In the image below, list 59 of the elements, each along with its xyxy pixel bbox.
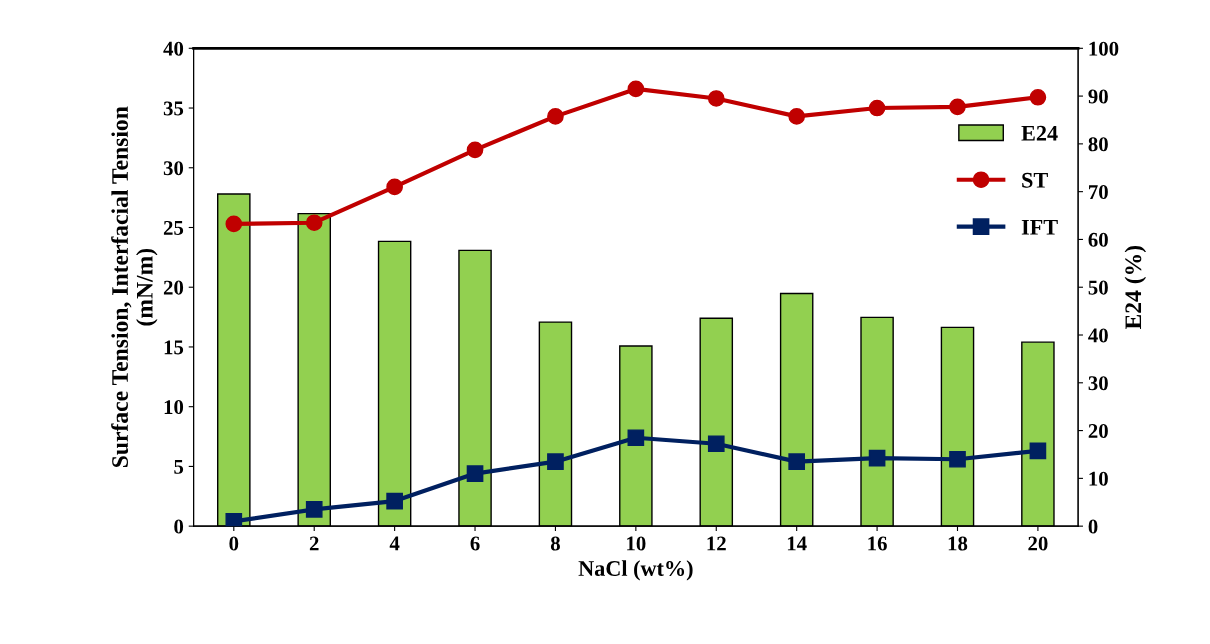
x-axis-title: NaCl (wt%) <box>578 560 693 581</box>
y-tick-label: 35 <box>163 101 184 116</box>
y-axis-title: Surface Tension, Interfacial Tension (mN/m) <box>111 106 158 468</box>
y2-axis-title: E24 (%) <box>1124 245 1147 330</box>
point <box>949 98 966 116</box>
legend-label: ST <box>1022 172 1048 188</box>
point <box>466 465 484 482</box>
x-tick-label: 14 <box>787 536 807 551</box>
point <box>1029 442 1047 460</box>
y-tick-label: 15 <box>164 340 184 355</box>
x-tick-label: 16 <box>868 536 887 551</box>
y-tick-label: 40 <box>163 41 184 56</box>
point <box>225 215 243 233</box>
y2-tick-label: 40 <box>1088 328 1108 343</box>
point <box>305 501 323 518</box>
point <box>466 141 484 159</box>
x-tick-label: 2 <box>309 536 319 551</box>
y2-tick-label: 0 <box>1088 519 1098 534</box>
y-tick-label: 25 <box>163 220 184 235</box>
point <box>707 435 725 453</box>
x-tick-label: 20 <box>1028 536 1048 551</box>
x-tick-label: 18 <box>948 536 968 551</box>
legend-label: E24 <box>1021 125 1058 141</box>
y-tick-label: 20 <box>163 280 184 295</box>
x-tick-label: 0 <box>229 536 239 551</box>
x-tick-label: 4 <box>389 536 400 551</box>
point <box>225 513 243 527</box>
point <box>386 492 403 510</box>
x-tick-label: 8 <box>550 536 560 551</box>
point <box>305 214 323 232</box>
y2-tick-label: 60 <box>1088 232 1108 247</box>
point <box>707 90 725 107</box>
y-tick-label: 30 <box>163 161 184 176</box>
point <box>627 80 645 98</box>
y2-tick-label: 70 <box>1089 185 1108 200</box>
y2-tick-label: 80 <box>1088 137 1108 152</box>
x-tick-label: 12 <box>707 536 726 551</box>
y2-tick-label: 90 <box>1088 89 1108 104</box>
point <box>1029 88 1047 106</box>
y2-tick-label: 50 <box>1088 280 1108 295</box>
y-tick-label: 0 <box>174 519 184 534</box>
point <box>868 99 886 117</box>
point <box>949 450 966 468</box>
point <box>627 429 645 447</box>
x-tick-label: 6 <box>470 536 480 551</box>
y2-tick-label: 10 <box>1089 471 1108 486</box>
point <box>547 453 564 470</box>
point <box>547 108 564 125</box>
y2-tick-label: 100 <box>1089 41 1119 56</box>
point <box>788 108 806 125</box>
y2-tick-label: 20 <box>1088 423 1108 439</box>
point <box>868 449 886 467</box>
y-tick-label: 10 <box>164 400 184 415</box>
y2-tick-label: 30 <box>1088 376 1108 391</box>
point <box>386 178 403 196</box>
point <box>788 453 806 470</box>
legend-label: IFT <box>1021 219 1058 235</box>
x-tick-label: 10 <box>627 536 646 551</box>
y-tick-label: 5 <box>174 460 184 474</box>
